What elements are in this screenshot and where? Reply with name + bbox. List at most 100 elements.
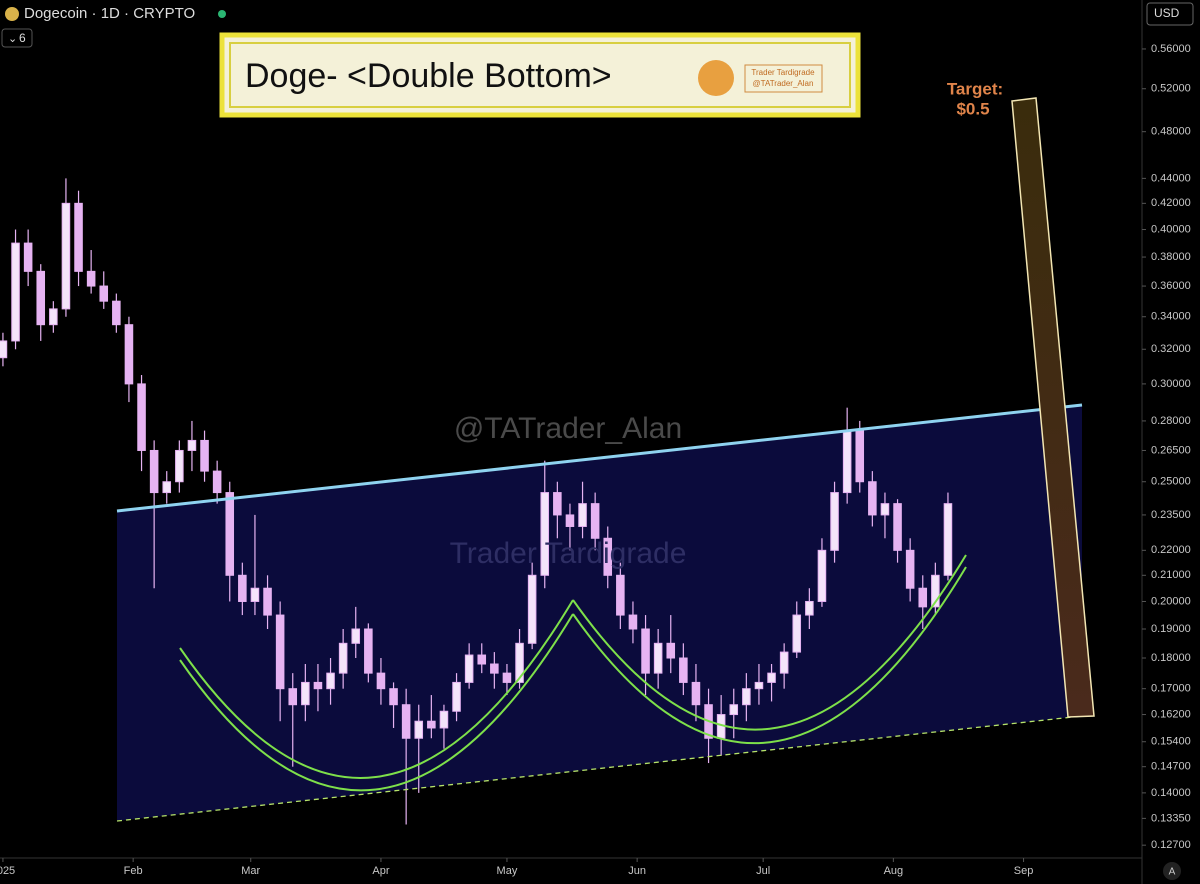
candle-body: [313, 681, 323, 690]
y-tick-label: 0.17000: [1151, 683, 1191, 695]
arc: [179, 599, 574, 779]
x-tick-label: 2025: [0, 865, 15, 877]
candle-body: [86, 270, 96, 287]
y-tick-label: 0.28000: [1151, 415, 1191, 427]
y-tick-label: 0.25000: [1151, 476, 1191, 488]
candle-body: [502, 672, 512, 683]
y-tick-label: 0.13350: [1151, 812, 1191, 824]
candle-body: [742, 688, 751, 706]
x-tick-label: Apr: [372, 865, 389, 877]
candle-body: [729, 704, 739, 716]
logo-box: [744, 64, 823, 93]
y-tick-label: 0.30000: [1151, 378, 1191, 390]
arc: [179, 613, 574, 792]
candle-body: [464, 654, 474, 683]
title-box: [219, 32, 861, 118]
candle-body: [149, 449, 159, 494]
auto-scale-button[interactable]: [1163, 862, 1181, 880]
candle-body: [880, 503, 890, 516]
arc: [572, 554, 967, 731]
candle-body: [364, 628, 373, 674]
x-tick-label: May: [497, 865, 518, 877]
candle-body: [439, 710, 449, 729]
candle-body: [124, 324, 134, 385]
candle-body: [855, 430, 865, 483]
candle-body: [275, 614, 285, 690]
candle-body: [616, 574, 625, 616]
y-tick-label: 0.21000: [1151, 569, 1191, 581]
x-tick-label: Sep: [1014, 865, 1034, 877]
double-bottom-arcs: [179, 554, 967, 792]
candle-body: [779, 651, 789, 674]
y-tick-label: 0.12700: [1151, 839, 1191, 851]
indicator-count[interactable]: 6: [19, 31, 26, 45]
candle-body: [427, 720, 436, 729]
x-tick-label: Jun: [628, 865, 646, 877]
candle-body: [187, 439, 197, 451]
candle-body: [23, 242, 33, 272]
candle-body: [452, 681, 461, 712]
indicator-toggle[interactable]: [1, 28, 33, 48]
y-tick-label: 0.19000: [1151, 623, 1191, 635]
y-tick-label: 0.56000: [1151, 43, 1191, 55]
currency[interactable]: USD: [1154, 6, 1180, 20]
x-tick-label: Feb: [124, 865, 143, 877]
y-tick-label: 0.42000: [1151, 197, 1191, 209]
candle-body: [162, 481, 172, 494]
candle-body: [565, 514, 575, 527]
y-tick-label: 0.20000: [1151, 595, 1191, 607]
candle-body: [238, 574, 247, 602]
y-tick-label: 0.14000: [1151, 787, 1191, 799]
candle-body: [376, 672, 386, 690]
y-tick-label: 0.18000: [1151, 652, 1191, 664]
title-box-inner: [229, 42, 851, 108]
x-tick-label: Jul: [756, 865, 770, 877]
candle-body: [603, 537, 613, 576]
watermark: @TATrader_Alan: [454, 412, 682, 445]
candle-body: [792, 614, 802, 653]
logo-text: @TATrader_Alan: [753, 79, 814, 88]
x-tick-label: Aug: [884, 865, 904, 877]
candle-body: [36, 270, 46, 326]
logo-text: Trader Tardigrade: [751, 68, 815, 77]
candle-body: [200, 439, 209, 472]
y-tick-label: 0.16200: [1151, 708, 1191, 720]
auto-scale[interactable]: A: [1169, 867, 1176, 878]
target-bar: [1011, 97, 1095, 718]
chart-title: Dogecoin · 1D · CRYPTO: [24, 5, 195, 22]
coin-icon: [5, 7, 19, 21]
candle-body: [817, 549, 827, 602]
y-tick-label: 0.48000: [1151, 126, 1191, 138]
candle-body: [653, 642, 663, 674]
candle-body: [99, 285, 109, 302]
candle-body: [351, 628, 361, 644]
candle-body: [490, 663, 499, 674]
y-tick-label: 0.26500: [1151, 444, 1191, 456]
candle-body: [338, 642, 348, 674]
candle-body: [628, 614, 638, 630]
watermark: Trader Tardigrade: [450, 537, 687, 570]
candle-body: [11, 242, 20, 342]
candle-body: [679, 657, 688, 683]
candle-body: [918, 587, 928, 608]
y-tick-label: 0.22000: [1151, 544, 1191, 556]
candle-body: [326, 672, 335, 690]
target-label: Target:: [947, 79, 1003, 98]
candle-body: [401, 704, 411, 739]
y-tick-label: 0.34000: [1151, 311, 1191, 323]
y-tick-label: 0.52000: [1151, 83, 1191, 95]
candle-body: [250, 587, 260, 602]
candle-body: [389, 688, 398, 706]
candle-body: [477, 654, 487, 665]
candle-body: [263, 587, 272, 616]
candle-body: [515, 642, 524, 683]
y-tick-label: 0.36000: [1151, 280, 1191, 292]
candle-body: [805, 600, 814, 616]
y-tick-label: 0.40000: [1151, 223, 1191, 235]
candle-body: [553, 492, 562, 516]
candle-body: [225, 492, 235, 576]
currency-button[interactable]: [1146, 2, 1194, 26]
annotation-title: Doge- <Double Bottom>: [245, 57, 612, 95]
